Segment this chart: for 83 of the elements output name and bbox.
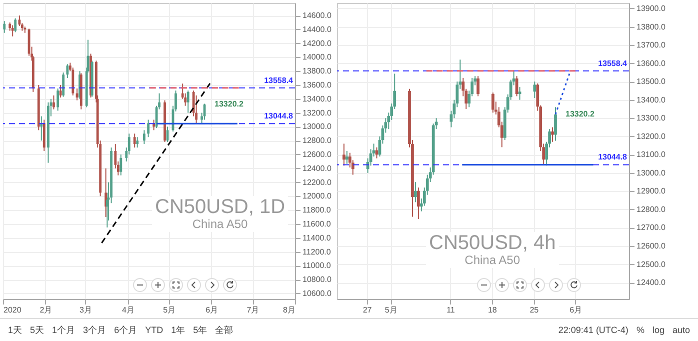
x-tick-label: 18 (488, 306, 498, 314)
y-tick-label: 12400.0 (302, 164, 332, 173)
text: 3个月 (83, 324, 106, 336)
x-tick-label: 5月 (163, 306, 176, 314)
y-tick-label: 13100.0 (636, 150, 666, 160)
text: 1天 (8, 324, 22, 336)
candlestick (414, 182, 417, 203)
y-tick-label: 14400.0 (302, 24, 332, 34)
y-tick-label: 12600.0 (302, 150, 332, 159)
text: China A50 (191, 217, 249, 231)
y-tick-label: 13300.0 (636, 114, 666, 123)
annotation: 13320.2 (214, 99, 244, 108)
text: YTD (145, 325, 164, 335)
y-tick-label: 11200.0 (302, 247, 332, 256)
y-tick-label: 13200.0 (636, 132, 666, 141)
text: auto (672, 325, 690, 335)
annotation: 13320.2 (566, 109, 595, 118)
x-tick-label: 25 (530, 306, 540, 314)
candlestick (476, 76, 480, 97)
y-tick-label: 11600.0 (302, 219, 332, 228)
y-tick-label: 12800.0 (302, 136, 332, 146)
y-tick-label: 12500.0 (636, 260, 666, 269)
ref-line-label: 13044.8 (264, 112, 294, 121)
y-tick-label: 14000.0 (302, 52, 332, 62)
candlestick (342, 143, 346, 166)
ref-line-label: 13558.4 (598, 58, 628, 68)
text: log (652, 325, 664, 335)
y-tick-label: 13200.0 (302, 108, 332, 118)
y-tick-label: 12900.0 (636, 186, 666, 196)
y-tick-label: 13700.0 (636, 40, 666, 50)
y-tick-label: 14600.0 (302, 11, 332, 20)
y-tick-label: 12800.0 (636, 204, 666, 214)
y-tick-label: 12700.0 (636, 223, 666, 232)
y-tick-label: 11000.0 (302, 261, 332, 270)
ref-line-label: 13044.8 (598, 152, 628, 162)
x-tick-label: 8月 (283, 306, 296, 314)
text: 全部 (215, 324, 234, 336)
y-tick-label: 12600.0 (636, 242, 666, 251)
candlestick (551, 126, 554, 142)
x-tick-label: 7月 (246, 306, 260, 314)
candlestick (416, 187, 420, 220)
y-tick-label: 12200.0 (302, 178, 332, 187)
y-tick-label: 13800.0 (302, 66, 332, 76)
y-tick-label: 13600.0 (302, 80, 332, 90)
text: 6个月 (114, 324, 138, 336)
text: 5天 (30, 324, 44, 336)
x-tick-label: 5月 (384, 306, 398, 314)
candlestick (554, 106, 557, 142)
y-tick-label: 13400.0 (636, 95, 666, 104)
candlestick (533, 81, 536, 99)
text: 22:09:41 (UTC-4) (558, 325, 628, 335)
y-tick-label: 11400.0 (302, 233, 332, 242)
x-tick-label: 11 (446, 306, 456, 314)
y-tick-label: 13000.0 (302, 122, 332, 132)
x-tick-label: 2020 (4, 306, 22, 314)
text: 1个月 (52, 324, 76, 336)
text: CN50USD, 1D (155, 196, 286, 218)
y-tick-label: 13600.0 (636, 58, 666, 68)
x-tick-label: 27 (362, 306, 372, 314)
text: 1年 (171, 324, 186, 336)
ref-line-label: 13558.4 (264, 76, 294, 85)
y-tick-label: 13000.0 (636, 168, 666, 178)
x-tick-label: 3月 (80, 306, 92, 314)
text: China A50 (464, 253, 522, 267)
y-tick-label: 10600.0 (302, 288, 332, 298)
y-tick-label: 13400.0 (302, 94, 332, 104)
y-tick-label: 13800.0 (636, 22, 666, 32)
text: 5年 (193, 324, 208, 336)
text: CN50USD, 4h (429, 232, 556, 254)
x-tick-label: 2月 (40, 306, 52, 314)
y-tick-label: 11800.0 (302, 206, 332, 215)
y-tick-label: 13900.0 (636, 4, 666, 13)
candlestick (491, 92, 494, 114)
y-tick-label: 14200.0 (302, 38, 332, 48)
y-tick-label: 12400.0 (636, 278, 666, 288)
x-tick-label: 6月 (206, 306, 218, 314)
x-tick-label: 6月 (570, 306, 582, 314)
y-tick-label: 10800.0 (302, 275, 332, 284)
candlestick (345, 150, 348, 164)
text: % (636, 325, 644, 335)
x-tick-label: 4月 (122, 306, 134, 314)
y-tick-label: 12000.0 (302, 192, 332, 201)
y-tick-label: 13500.0 (636, 77, 666, 86)
